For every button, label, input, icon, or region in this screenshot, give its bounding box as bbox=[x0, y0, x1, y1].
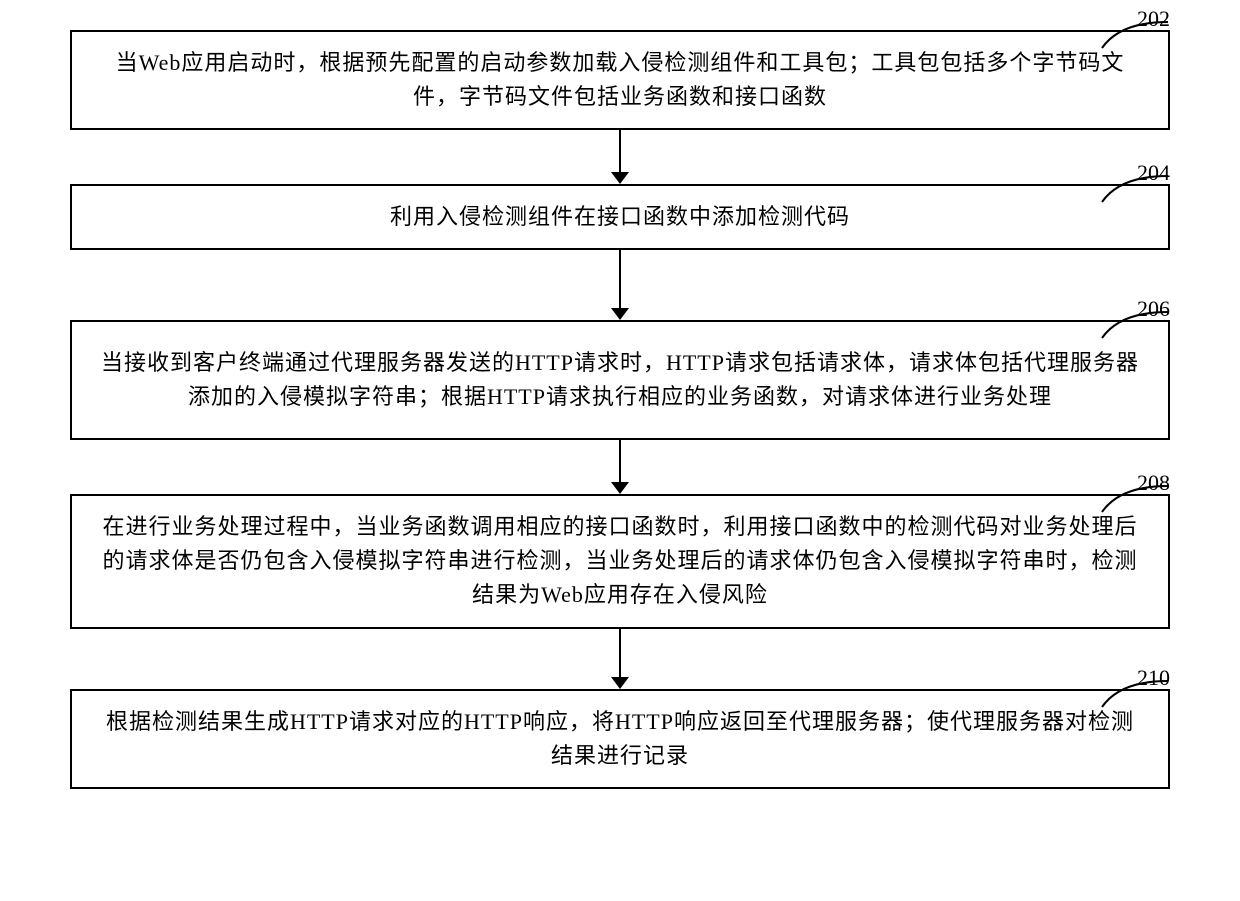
step-text-204: 利用入侵检测组件在接口函数中添加检测代码 bbox=[390, 200, 850, 234]
step-206-wrap: 206 当接收到客户终端通过代理服务器发送的HTTP请求时，HTTP请求包括请求… bbox=[50, 320, 1190, 440]
arrow-line bbox=[619, 629, 621, 677]
step-number-202: 202 bbox=[1137, 6, 1170, 32]
arrow-line bbox=[619, 130, 621, 172]
step-208-wrap: 208 在进行业务处理过程中，当业务函数调用相应的接口函数时，利用接口函数中的检… bbox=[50, 494, 1190, 628]
step-text-206: 当接收到客户终端通过代理服务器发送的HTTP请求时，HTTP请求包括请求体，请求… bbox=[96, 346, 1144, 414]
step-202-wrap: 202 当Web应用启动时，根据预先配置的启动参数加载入侵检测组件和工具包；工具… bbox=[50, 30, 1190, 130]
arrow-head bbox=[611, 308, 629, 320]
step-box-208: 在进行业务处理过程中，当业务函数调用相应的接口函数时，利用接口函数中的检测代码对… bbox=[70, 494, 1170, 628]
step-number-204: 204 bbox=[1137, 160, 1170, 186]
arrow-head bbox=[611, 482, 629, 494]
step-box-202: 当Web应用启动时，根据预先配置的启动参数加载入侵检测组件和工具包；工具包包括多… bbox=[70, 30, 1170, 130]
step-text-210: 根据检测结果生成HTTP请求对应的HTTP响应，将HTTP响应返回至代理服务器；… bbox=[96, 705, 1144, 773]
step-number-206: 206 bbox=[1137, 296, 1170, 322]
flowchart-container: 202 当Web应用启动时，根据预先配置的启动参数加载入侵检测组件和工具包；工具… bbox=[50, 30, 1190, 789]
arrow-line bbox=[619, 250, 621, 308]
arrow-line bbox=[619, 440, 621, 482]
step-box-210: 根据检测结果生成HTTP请求对应的HTTP响应，将HTTP响应返回至代理服务器；… bbox=[70, 689, 1170, 789]
arrow-202-204 bbox=[611, 130, 629, 184]
step-text-202: 当Web应用启动时，根据预先配置的启动参数加载入侵检测组件和工具包；工具包包括多… bbox=[96, 46, 1144, 114]
arrow-head bbox=[611, 677, 629, 689]
step-number-210: 210 bbox=[1137, 665, 1170, 691]
arrow-204-206 bbox=[611, 250, 629, 320]
arrow-208-210 bbox=[611, 629, 629, 689]
step-box-204: 利用入侵检测组件在接口函数中添加检测代码 bbox=[70, 184, 1170, 250]
arrow-head bbox=[611, 172, 629, 184]
step-204-wrap: 204 利用入侵检测组件在接口函数中添加检测代码 bbox=[50, 184, 1190, 250]
step-210-wrap: 210 根据检测结果生成HTTP请求对应的HTTP响应，将HTTP响应返回至代理… bbox=[50, 689, 1190, 789]
step-number-208: 208 bbox=[1137, 470, 1170, 496]
arrow-206-208 bbox=[611, 440, 629, 494]
step-box-206: 当接收到客户终端通过代理服务器发送的HTTP请求时，HTTP请求包括请求体，请求… bbox=[70, 320, 1170, 440]
step-text-208: 在进行业务处理过程中，当业务函数调用相应的接口函数时，利用接口函数中的检测代码对… bbox=[96, 510, 1144, 612]
